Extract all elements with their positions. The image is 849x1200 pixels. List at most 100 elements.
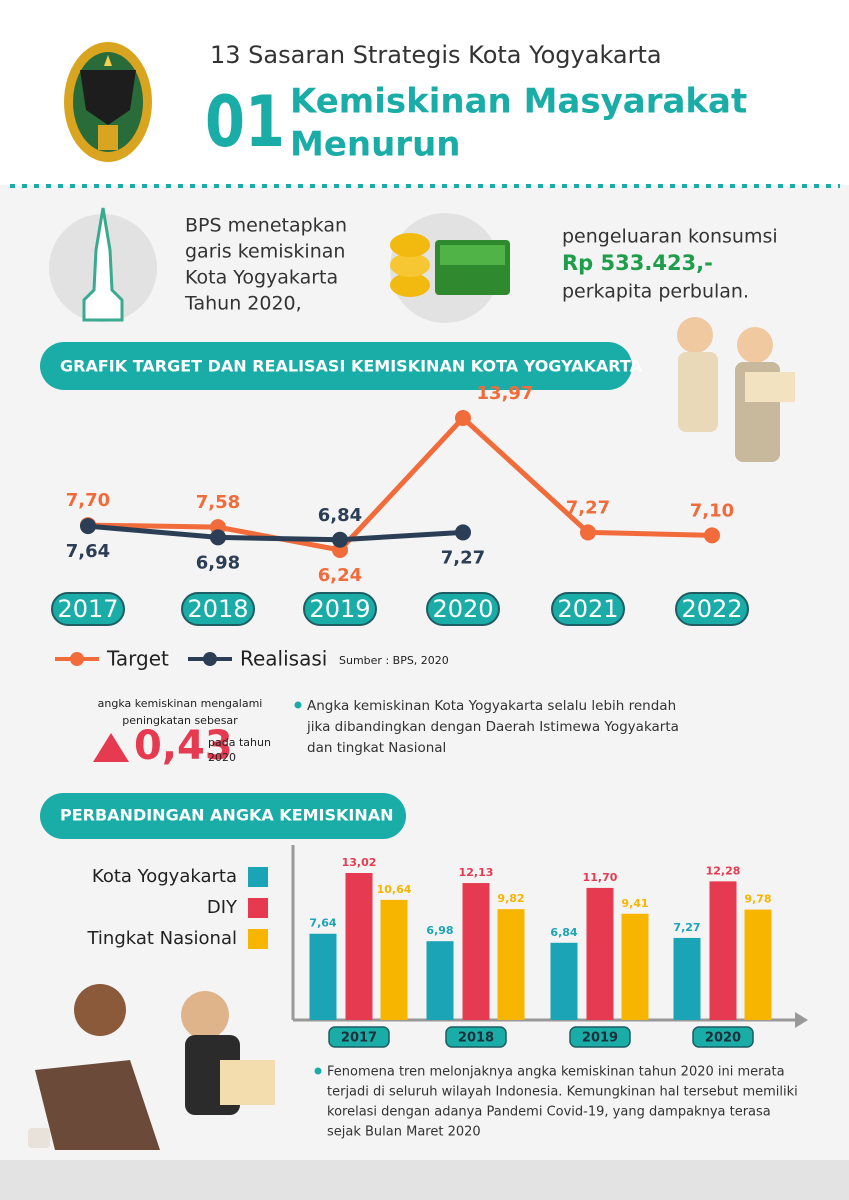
note-text: dan tingkat Nasional — [307, 740, 446, 756]
point — [455, 524, 471, 541]
data-label: 7,58 — [196, 492, 240, 513]
bar — [497, 909, 525, 1020]
legend-label: DIY — [207, 897, 238, 918]
axis-arrow — [795, 1012, 808, 1028]
x-tick-label: 2019 — [582, 1031, 618, 1046]
increase-text: angka kemiskinan mengalami — [98, 697, 263, 710]
data-label: 13,02 — [342, 856, 377, 869]
data-label: 7,64 — [66, 541, 110, 562]
bar — [586, 887, 614, 1020]
legend-label: Kota Yogyakarta — [92, 866, 237, 887]
data-label: 7,27 — [441, 547, 485, 568]
x-tick-label: 2020 — [705, 1031, 741, 1046]
bar — [380, 899, 408, 1020]
legend-label: Target — [106, 647, 169, 671]
data-label: 9,82 — [497, 892, 524, 905]
year-pill — [51, 592, 125, 626]
title-pill — [40, 793, 406, 839]
emblem — [64, 42, 152, 162]
note-text: jika dibandingkan dengan Daerah Istimewa… — [306, 719, 679, 735]
note-text: sejak Bulan Maret 2020 — [327, 1125, 481, 1140]
x-tick-label: 2022 — [681, 595, 742, 623]
intro-text: BPS menetapkan — [185, 215, 347, 237]
year-pill — [551, 592, 625, 626]
title-line: Kemiskinan Masyarakat — [290, 82, 747, 122]
bar — [673, 937, 701, 1020]
x-tick-label: 2018 — [458, 1031, 494, 1046]
data-label: 11,70 — [583, 871, 618, 884]
year-pill — [569, 1026, 631, 1048]
legend-swatch — [248, 898, 268, 918]
title-line: Menurun — [290, 125, 460, 165]
data-label: 7,70 — [66, 490, 110, 511]
increase-text: 2020 — [208, 751, 236, 764]
bar — [621, 913, 649, 1020]
increase-text: pada tahun — [208, 736, 271, 749]
point — [704, 527, 720, 544]
note-text: Fenomena tren melonjaknya angka kemiskin… — [327, 1065, 785, 1080]
chart-title: PERBANDINGAN ANGKA KEMISKINAN — [60, 806, 394, 825]
legend-swatch — [248, 929, 268, 949]
data-label: 7,10 — [690, 500, 734, 521]
intro-text: Tahun 2020, — [184, 293, 302, 315]
data-label: 6,98 — [426, 924, 453, 937]
bar — [309, 933, 337, 1020]
year-pill — [675, 592, 749, 626]
money-icon — [390, 233, 510, 297]
bar — [345, 873, 373, 1020]
point — [210, 529, 226, 546]
x-tick-label: 2020 — [432, 595, 493, 623]
monument-icon — [82, 207, 124, 322]
source: Sumber : BPS, 2020 — [339, 654, 449, 667]
intro-text: pengeluaran konsumsi — [562, 226, 778, 248]
year-pill — [445, 1026, 507, 1048]
year-pill — [692, 1026, 754, 1048]
x-tick-label: 2017 — [57, 595, 118, 623]
footer-bg — [0, 1160, 849, 1200]
data-label: 6,84 — [550, 926, 577, 939]
data-label: 12,28 — [706, 864, 741, 877]
section-number: 01 — [205, 81, 285, 163]
data-label: 10,64 — [377, 883, 412, 896]
x-tick-label: 2017 — [341, 1031, 377, 1046]
intro-text: perkapita perbulan. — [562, 281, 749, 303]
note-text: Angka kemiskinan Kota Yogyakarta selalu … — [307, 698, 676, 714]
data-label: 6,24 — [318, 565, 362, 586]
increase-value: 0,43 — [134, 723, 233, 769]
point — [80, 518, 96, 535]
x-tick-label: 2021 — [557, 595, 618, 623]
year-pill — [328, 1026, 390, 1048]
data-label: 12,13 — [459, 866, 494, 879]
legend-dot — [203, 652, 217, 666]
bar — [462, 883, 490, 1020]
note-text: korelasi dengan adanya Pandemi Covid-19,… — [327, 1105, 771, 1120]
bullet — [294, 701, 302, 709]
year-pill — [303, 592, 377, 626]
data-label: 6,98 — [196, 552, 240, 573]
people-illustration — [677, 317, 795, 462]
point — [580, 524, 596, 541]
point — [332, 531, 348, 548]
data-label: 7,27 — [566, 497, 610, 518]
up-triangle — [93, 733, 129, 762]
series-line — [87, 414, 713, 553]
amount: Rp 533.423,- — [562, 251, 713, 275]
legend-label: Tingkat Nasional — [86, 928, 237, 949]
legend-swatch — [248, 867, 268, 887]
year-pill — [426, 592, 500, 626]
bar — [550, 942, 578, 1020]
data-label: 13,97 — [477, 383, 534, 404]
bullet — [314, 1067, 322, 1075]
data-label: 6,84 — [318, 505, 362, 526]
data-label: 7,64 — [309, 917, 336, 930]
legend-dot — [70, 652, 84, 666]
note-text: terjadi di seluruh wilayah Indonesia. Ke… — [327, 1085, 798, 1100]
data-label: 7,27 — [673, 921, 700, 934]
bar — [744, 909, 772, 1020]
legend-label: Realisasi — [240, 647, 327, 671]
title-pill — [40, 342, 632, 390]
homeless-illustration — [28, 984, 275, 1150]
data-label: 9,78 — [744, 893, 771, 906]
bar — [426, 941, 454, 1020]
